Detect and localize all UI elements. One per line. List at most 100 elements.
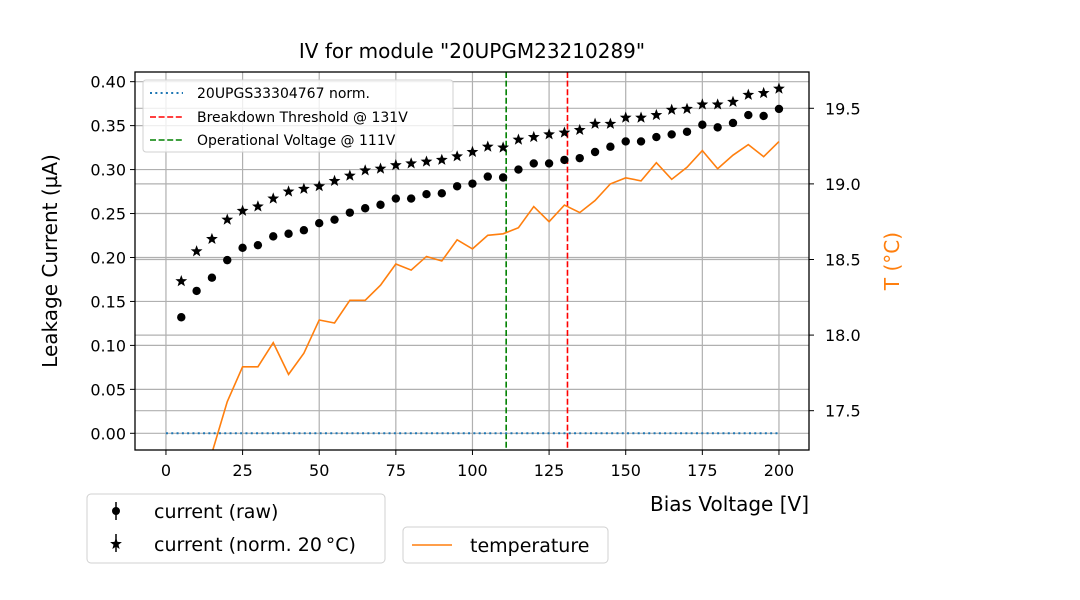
norm-current-point [512,133,525,145]
x-tick-label: 100 [457,461,488,480]
y-tick-label: 0.15 [90,292,126,311]
raw-current-point [315,219,324,228]
norm-current-point [359,164,372,176]
y-tick-label: 0.25 [90,205,126,224]
legend-label-reference: 20UPGS33304767 norm. [197,86,370,102]
raw-current-point [360,204,370,213]
legend-label-temperature: temperature [470,535,589,557]
legend-swatch-norm [110,534,122,552]
norm-current-point [190,245,203,257]
norm-current-point [696,98,709,110]
norm-current-point [543,128,555,140]
threshold-lines [505,72,569,450]
legend-swatch-raw [112,502,120,520]
y2-tick-label: 18.5 [825,250,861,269]
legend-label-operational: Operational Voltage @ 111V [197,133,396,149]
raw-current-point [299,226,309,235]
x-axis: 0 25 50 75 100 125 150 175 200 [161,450,794,480]
raw-current-point [652,132,661,142]
raw-current-point [330,215,339,224]
raw-current-point [192,286,201,296]
raw-current-point [345,208,355,217]
legend-box [142,79,454,153]
norm-current-point [635,111,647,123]
norm-current-point [451,150,464,162]
x-tick-label: 25 [232,461,252,480]
y-tick-label: 0.00 [90,424,126,443]
norm-current-point [589,117,601,129]
raw-current-point [560,155,569,165]
y2-tick-label: 18.0 [825,326,861,345]
y-tick-label: 0.20 [90,248,126,267]
norm-current-point [343,169,356,181]
x-tick-label: 150 [610,461,641,480]
norm-current-point [252,200,264,212]
raw-current-point [207,273,217,282]
series-layer [165,82,785,450]
norm-current-point [773,82,785,94]
norm-current-point [711,98,724,110]
raw-current-point [269,232,278,241]
x-tick-label: 0 [161,461,171,480]
y2-tick-label: 19.0 [825,175,861,194]
raw-current-point [529,159,538,168]
legend-label-raw: current (raw) [154,501,278,523]
x-tick-label: 175 [687,461,718,480]
raw-current-point [744,110,753,120]
norm-current-point [665,103,678,115]
y2-tick-label: 19.5 [825,99,861,118]
legend-box [86,493,386,564]
norm-current-point [650,108,663,121]
y-axis-label: Leakage Current (µA) [38,154,62,368]
chart-title: IV for module "20UPGM23210289" [299,39,645,63]
y-axis-right: 17.5 18.0 18.5 19.0 19.5 [809,99,861,421]
norm-current-point [435,153,448,165]
norm-current-point [236,204,249,216]
raw-current-point [713,123,722,132]
norm-current-point [328,174,341,187]
raw-current-point [621,137,630,146]
norm-current-point [282,185,295,197]
raw-current-point [498,173,508,182]
norm-current-point [619,111,632,123]
raw-current-point [575,153,584,163]
norm-current-point [573,123,586,136]
raw-current-point [590,147,600,157]
raw-current-point [452,182,462,191]
y-tick-label: 0.30 [90,161,126,180]
legend-box [402,526,609,564]
norm-current-point [389,158,402,171]
raw-current-point [682,127,692,136]
y-tick-label: 0.35 [90,117,126,136]
legend-label-norm: current (norm. 20 °C) [154,534,356,556]
norm-current-point [175,275,188,287]
raw-current-point [468,179,477,188]
raw-current-point [759,111,768,121]
raw-current-point [636,137,646,146]
raw-current-point [437,189,447,198]
norm-current-point [727,95,739,107]
raw-current-point [284,229,293,238]
raw-current-point [728,118,738,128]
norm-current-point [466,145,479,158]
raw-current-point [238,243,247,253]
norm-current-point [604,117,617,129]
x-tick-label: 75 [386,461,406,480]
x-axis-label: Bias Voltage [V] [650,492,809,516]
raw-current-point [667,130,676,139]
raw-current-point [774,104,784,114]
y2-tick-label: 17.5 [825,402,861,421]
norm-current-point [681,102,693,114]
norm-current-point [267,192,280,204]
norm-current-point [405,157,418,169]
norm-current-point [297,182,310,194]
norm-current-point [221,213,234,225]
y-tick-label: 0.40 [90,73,126,92]
norm-current-point [206,232,218,245]
raw-current-point [406,194,416,203]
x-tick-label: 125 [534,461,565,480]
legend-currents: current (raw) current (norm. 20 °C) [86,493,386,564]
x-tick-label: 50 [309,461,329,480]
norm-current-point [558,126,571,138]
